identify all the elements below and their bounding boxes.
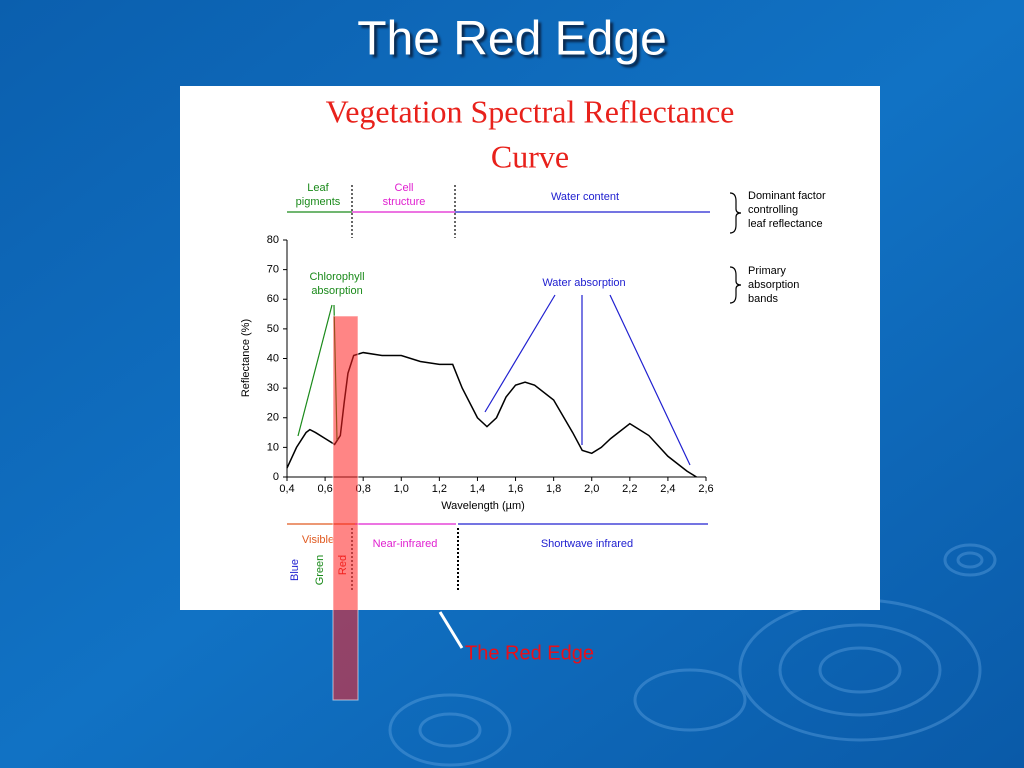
annotation: controlling (748, 204, 798, 216)
annotation: Primary (748, 265, 786, 277)
annotation: leaf reflectance (748, 218, 823, 230)
x-tick-label: 1,4 (470, 483, 485, 495)
red-edge-highlight (332, 315, 359, 701)
y-tick-label: 50 (267, 323, 279, 335)
annotation: Visible (302, 534, 334, 546)
y-tick-label: 60 (267, 293, 279, 305)
x-axis-label: Wavelength (µm) (441, 500, 525, 512)
annotation: Water absorption (542, 277, 625, 289)
annotation: Chlorophyll (309, 271, 364, 283)
annotation: Water content (551, 191, 619, 203)
annotation: Dominant factor (748, 190, 826, 202)
x-tick-label: 1,8 (546, 483, 561, 495)
x-tick-label: 0,8 (356, 483, 371, 495)
x-tick-label: 2,6 (698, 483, 713, 495)
x-tick-label: 1,6 (508, 483, 523, 495)
y-tick-label: 70 (267, 264, 279, 276)
annotation: Leaf (307, 182, 329, 194)
y-tick-label: 10 (267, 441, 279, 453)
band-label: Green (314, 555, 326, 586)
annotation: absorption (311, 285, 362, 297)
annotation: Near-infrared (373, 538, 438, 550)
y-tick-label: 30 (267, 382, 279, 394)
chart-panel (180, 86, 880, 610)
chart-title: Vegetation Spectral Reflectance (326, 93, 735, 129)
band-label: Blue (289, 559, 301, 581)
x-tick-label: 2,0 (584, 483, 599, 495)
annotation: bands (748, 293, 778, 305)
x-tick-label: 1,2 (432, 483, 447, 495)
annotation: Shortwave infrared (541, 538, 633, 550)
chart: Vegetation Spectral Reflectance Curve 0 10 2… (240, 93, 826, 585)
y-tick-label: 40 (267, 352, 279, 364)
y-tick-label: 20 (267, 412, 279, 424)
y-tick-label: 80 (267, 234, 279, 246)
callout-label: The Red Edge (465, 642, 594, 664)
annotation: absorption (748, 279, 799, 291)
callout-line (438, 611, 464, 649)
annotation: pigments (296, 196, 341, 208)
slide-title: The Red Edge (357, 13, 667, 66)
x-tick-label: 1,0 (394, 483, 409, 495)
x-tick-label: 2,4 (660, 483, 675, 495)
x-tick-label: 2,2 (622, 483, 637, 495)
chart-title: Curve (491, 138, 569, 174)
x-tick-label: 0,6 (317, 483, 332, 495)
y-axis-label: Reflectance (%) (240, 319, 252, 397)
annotation: Cell (395, 182, 414, 194)
y-tick-label: 0 (273, 471, 279, 483)
arrows (287, 185, 742, 590)
x-tick-label: 0,4 (279, 483, 294, 495)
annotation: structure (383, 196, 426, 208)
